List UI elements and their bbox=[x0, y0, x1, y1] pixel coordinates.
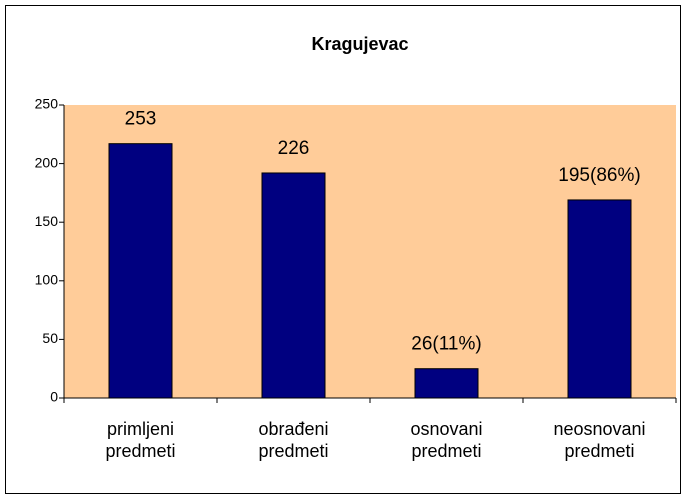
y-tick-label: 150 bbox=[35, 213, 59, 229]
y-tick-label: 250 bbox=[35, 96, 59, 112]
bar bbox=[567, 199, 632, 399]
data-label: 253 bbox=[125, 109, 157, 130]
data-label: 195(86%) bbox=[558, 165, 640, 186]
bar bbox=[414, 368, 479, 399]
data-label: 26(11%) bbox=[411, 334, 481, 355]
x-tick-label: obrađeni predmeti bbox=[258, 419, 329, 461]
bar bbox=[108, 143, 173, 399]
y-tick-label: 50 bbox=[42, 330, 58, 346]
y-tick-label: 200 bbox=[35, 154, 59, 170]
data-label: 226 bbox=[278, 138, 310, 159]
y-tick-label: 100 bbox=[35, 272, 59, 288]
y-tick-label: 0 bbox=[50, 389, 58, 405]
chart-title: Kragujevac bbox=[311, 34, 408, 54]
x-tick-label: osnovani predmeti bbox=[410, 419, 483, 461]
x-tick-label: neosnovani predmeti bbox=[553, 419, 646, 461]
x-tick-label: primljeni predmeti bbox=[105, 419, 176, 461]
bar bbox=[261, 172, 326, 399]
